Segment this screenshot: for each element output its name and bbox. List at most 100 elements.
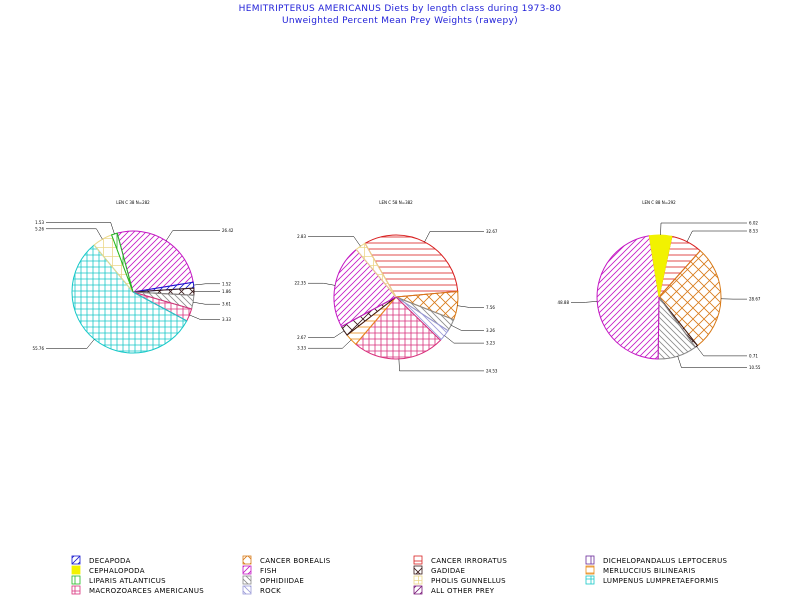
legend-label: CANCER IRRORATUS — [431, 557, 507, 565]
leader-line — [444, 335, 484, 344]
leader-line — [686, 230, 747, 242]
leader-line — [165, 230, 220, 241]
slice-value-label: 6.02 — [749, 221, 758, 226]
slice-value-label: 3.23 — [486, 341, 495, 346]
chart-title: HEMITRIPTERUS AMERICANUS Diets by length… — [238, 4, 562, 14]
legend-swatch — [71, 555, 81, 565]
legend-label: LUMPENUS LUMPRETAEFORMIS — [603, 577, 719, 585]
legend-swatch — [242, 565, 252, 575]
pie-slice-fish — [596, 235, 660, 360]
slice-value-label: 3.33 — [297, 346, 306, 351]
legend-swatch — [71, 575, 81, 585]
legend-item-lumpenus: LUMPENUS LUMPRETAEFORMIS — [585, 575, 719, 585]
pie-chart-3: LEN C 88 N=292 8.53 28.67 0.71 10.55 48.88 6.0… — [558, 200, 761, 370]
legend-label: CEPHALOPODA — [89, 567, 145, 575]
legend-label: FISH — [260, 567, 277, 575]
legend-item-dichelopandalus: DICHELOPANDALUS LEPTOCERUS — [585, 555, 728, 565]
slice-value-label: 32.67 — [486, 229, 498, 234]
pie-slice-cancer-irroratus — [364, 234, 459, 298]
legend-swatch — [242, 585, 252, 595]
leader-line — [398, 358, 484, 372]
pie-subtitle: LEN C 58 N=382 — [379, 200, 413, 205]
slice-value-label: 10.55 — [749, 365, 761, 370]
pie-chart-1: LEN C 38 N=282 26.42 1.52 1.86 3.61 3.33 55.76… — [33, 200, 234, 354]
slice-value-label: 48.88 — [558, 300, 570, 305]
pie-slice-liparis — [110, 232, 134, 293]
slice-value-label: 1.86 — [222, 289, 231, 294]
leader-line — [308, 282, 336, 286]
pie-slice-fish — [333, 248, 397, 328]
legend-item-merluccius: MERLUCCIUS BILINEARIS — [585, 565, 696, 575]
legend-label: PHOLIS GUNNELLUS — [431, 577, 506, 585]
legend-item-rock: ROCK — [242, 585, 281, 595]
leader-line — [457, 305, 484, 308]
legend-swatch — [71, 585, 81, 595]
pie-subtitle: LEN C 38 N=282 — [116, 200, 150, 205]
leader-line — [571, 301, 598, 303]
slice-value-label: 22.35 — [295, 281, 307, 286]
pie-slice-cephalopoda — [648, 234, 673, 298]
leader-line — [46, 222, 115, 234]
legend-label: DECAPODA — [89, 557, 131, 565]
slice-value-label: 2.83 — [297, 234, 306, 239]
legend-item-liparis: LIPARIS ATLANTICUS — [71, 575, 166, 585]
legend-swatch — [242, 555, 252, 565]
leader-line — [677, 356, 747, 368]
legend-item-fish: FISH — [242, 565, 277, 575]
leader-line — [308, 236, 361, 247]
legend-swatch — [413, 585, 423, 595]
slice-value-label: 3.26 — [486, 328, 495, 333]
legend-item-cephalopoda: CEPHALOPODA — [71, 565, 145, 575]
legend-item-gadidae: GADIDAE — [413, 565, 465, 575]
pie-subtitle: LEN C 88 N=292 — [642, 200, 676, 205]
pie-slice-cancer-borealis — [658, 250, 722, 347]
slice-value-label: 26.42 — [222, 228, 234, 233]
legend-swatch — [413, 555, 423, 565]
slice-value-label: 3.33 — [222, 317, 231, 322]
leader-line — [308, 330, 345, 338]
leader-line — [46, 339, 95, 349]
legend-item-ophidiidae: OPHIDIIDAE — [242, 575, 304, 585]
legend-label: ALL OTHER PREY — [431, 587, 495, 595]
legend-label: GADIDAE — [431, 567, 465, 575]
chart-subtitle: Unweighted Percent Mean Prey Weights (ra… — [282, 16, 518, 26]
leader-line — [424, 231, 484, 243]
leader-line — [696, 346, 747, 357]
leader-line — [451, 325, 484, 331]
legend-item-cancer-borealis: CANCER BOREALIS — [242, 555, 331, 565]
slice-value-label: 0.71 — [749, 353, 758, 358]
legend-label: LIPARIS ATLANTICUS — [89, 577, 166, 585]
legend-label: DICHELOPANDALUS LEPTOCERUS — [603, 557, 728, 565]
legend-swatch — [585, 565, 595, 575]
legend-swatch — [71, 565, 81, 575]
legend-swatch — [413, 565, 423, 575]
leader-line — [660, 222, 747, 236]
slice-value-label: 5.26 — [35, 226, 44, 231]
legend: DECAPODA CANCER BOREALIS CANCER IRRORATUS D… — [71, 555, 728, 595]
slice-value-label: 3.61 — [222, 302, 231, 307]
legend-label: MERLUCCIUS BILINEARIS — [603, 567, 696, 575]
slice-value-label: 2.67 — [297, 335, 306, 340]
legend-item-macrozoarces: MACROZOARCES AMERICANUS — [71, 585, 204, 595]
slice-value-label: 24.53 — [486, 368, 498, 373]
legend-swatch — [585, 555, 595, 565]
legend-label: MACROZOARCES AMERICANUS — [89, 587, 204, 595]
legend-label: CANCER BOREALIS — [260, 557, 331, 565]
slice-value-label: 1.53 — [35, 220, 44, 225]
pie-slice-macrozoarces — [355, 296, 442, 360]
legend-swatch — [585, 575, 595, 585]
legend-swatch — [242, 575, 252, 585]
slice-value-label: 28.67 — [749, 297, 761, 302]
slice-value-label: 1.52 — [222, 281, 231, 286]
leader-line — [46, 228, 103, 240]
legend-swatch — [413, 575, 423, 585]
slice-value-label: 55.76 — [33, 346, 45, 351]
legend-item-decapoda: DECAPODA — [71, 555, 131, 565]
legend-item-pholis: PHOLIS GUNNELLUS — [413, 575, 506, 585]
slice-value-label: 7.56 — [486, 305, 495, 310]
legend-item-cancer-irroratus: CANCER IRRORATUS — [413, 555, 507, 565]
title-block: HEMITRIPTERUS AMERICANUS Diets by length… — [0, 3, 800, 27]
leader-line — [193, 301, 220, 305]
pie-chart-2: LEN C 58 N=382 32.67 7.56 3.26 3.23 24.53 3.33… — [295, 200, 498, 373]
